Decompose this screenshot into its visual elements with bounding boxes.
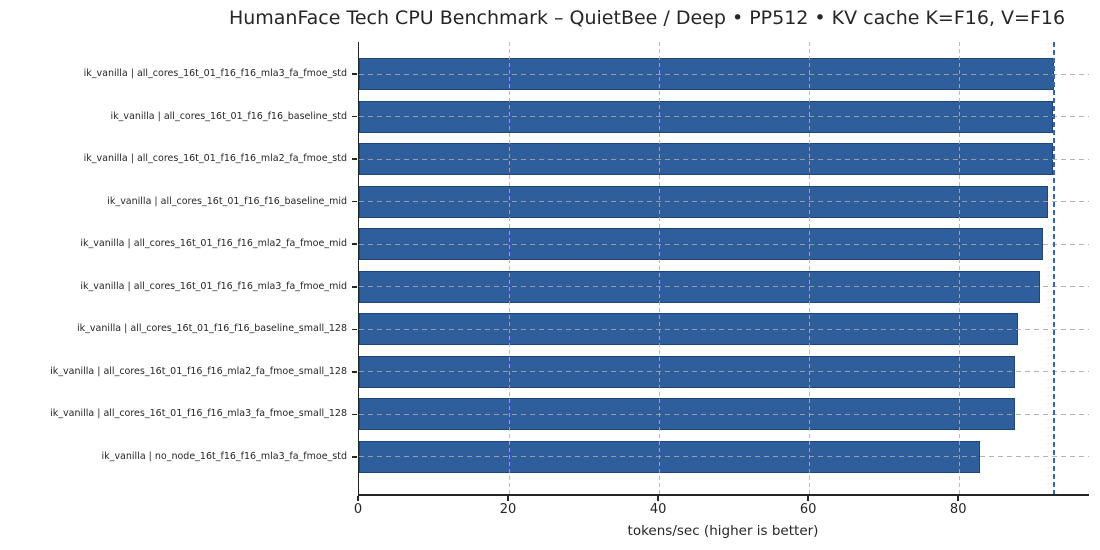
x-tick-label: 0	[353, 502, 363, 517]
x-axis-label: tokens/sec (higher is better)	[627, 523, 819, 539]
y-gridline	[359, 116, 1089, 118]
y-tick-label: ik_vanilla | all_cores_16t_01_f16_f16_ml…	[80, 238, 347, 250]
y-tick-label: ik_vanilla | all_cores_16t_01_f16_f16_ml…	[83, 153, 347, 165]
y-tick-mark	[352, 243, 357, 245]
x-gridline	[508, 42, 510, 494]
y-gridline	[359, 456, 1089, 458]
y-tick-label: ik_vanilla | all_cores_16t_01_f16_f16_ml…	[50, 408, 347, 420]
y-gridline	[359, 413, 1089, 415]
x-tick-label: 60	[799, 502, 817, 517]
x-tick-mark	[507, 496, 509, 501]
y-tick-mark	[352, 413, 357, 416]
y-tick-label: ik_vanilla | all_cores_16t_01_f16_f16_ba…	[110, 110, 347, 122]
y-tick-label: ik_vanilla | all_cores_16t_01_f16_f16_ml…	[50, 365, 347, 377]
y-tick-mark	[352, 371, 357, 373]
plot-area	[358, 42, 1089, 496]
x-tick-label: 80	[949, 502, 967, 517]
y-gridline	[359, 158, 1089, 160]
x-tick-mark	[357, 496, 359, 501]
y-tick-mark	[352, 115, 357, 118]
y-gridline	[359, 201, 1089, 203]
x-gridline	[808, 42, 810, 494]
y-gridline	[359, 328, 1089, 330]
y-tick-mark	[352, 456, 357, 458]
x-tick-mark	[957, 496, 959, 501]
y-tick-label: ik_vanilla | all_cores_16t_01_f16_f16_ba…	[77, 323, 347, 335]
y-gridline	[359, 243, 1089, 245]
y-tick-mark	[352, 200, 357, 203]
y-tick-label: ik_vanilla | no_node_16t_f16_f16_mla3_fa…	[101, 450, 347, 462]
y-tick-mark	[352, 73, 357, 75]
x-tick-mark	[657, 496, 659, 501]
reference-line	[1052, 42, 1055, 494]
y-tick-label: ik_vanilla | all_cores_16t_01_f16_f16_ml…	[83, 68, 347, 79]
y-tick-mark	[352, 328, 357, 331]
x-gridline	[958, 42, 960, 494]
chart-title: HumanFace Tech CPU Benchmark – QuietBee …	[228, 7, 1066, 29]
y-tick-label: ik_vanilla | all_cores_16t_01_f16_f16_ba…	[107, 195, 347, 207]
y-tick-label: ik_vanilla | all_cores_16t_01_f16_f16_ml…	[80, 280, 347, 292]
y-gridline	[359, 286, 1089, 288]
y-tick-mark	[352, 286, 357, 288]
x-gridline	[658, 42, 660, 494]
x-tick-mark	[807, 496, 809, 501]
x-tick-label: 20	[499, 502, 517, 517]
y-tick-mark	[352, 158, 357, 160]
y-gridline	[359, 371, 1089, 373]
y-gridline	[359, 73, 1089, 75]
x-tick-label: 40	[649, 502, 667, 517]
